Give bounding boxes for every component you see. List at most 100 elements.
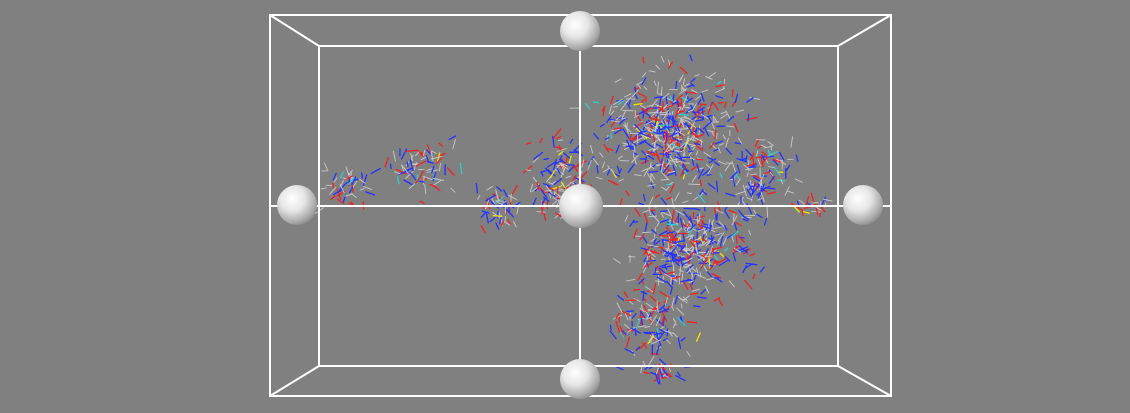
handle-sphere-top[interactable]: [560, 11, 600, 51]
bond-segment: [638, 202, 645, 206]
bond-segment: [549, 170, 555, 179]
bond-segment: [489, 216, 496, 223]
bond-segment: [700, 138, 703, 148]
bond-segment: [716, 240, 721, 245]
bond-segment: [649, 250, 660, 255]
bond-segment: [682, 139, 690, 151]
bond-segment: [508, 194, 517, 200]
bond-segment: [686, 192, 692, 194]
bond-segment: [680, 337, 686, 342]
bond-segment: [683, 264, 692, 269]
bond-segment: [700, 225, 710, 229]
bond-segment: [643, 257, 647, 262]
bond-segment: [700, 237, 707, 242]
bond-segment: [726, 125, 735, 128]
bond-segment: [635, 127, 641, 133]
bond-segment: [561, 164, 569, 170]
bond-segment: [406, 161, 409, 167]
bond-segment: [430, 155, 443, 160]
bond-segment: [633, 103, 643, 106]
bond-segment: [754, 182, 758, 190]
bond-segment: [670, 156, 677, 167]
bond-segment: [533, 151, 544, 160]
bond-segment: [629, 219, 635, 227]
bond-segment: [422, 175, 433, 181]
bond-segment: [753, 209, 757, 215]
bond-segment: [679, 66, 688, 74]
bond-segment: [756, 150, 759, 157]
bond-segment: [685, 251, 695, 261]
bond-segment: [755, 139, 766, 141]
bond-segment: [553, 178, 563, 186]
bond-segment: [675, 209, 685, 216]
bond-segment: [640, 317, 644, 326]
bond-segment: [741, 248, 749, 253]
bond-segment: [658, 328, 666, 334]
bond-segment: [776, 158, 787, 165]
bond-segment: [664, 162, 670, 170]
bond-segment: [677, 337, 682, 349]
bond-segment: [689, 156, 695, 161]
bond-segment: [432, 172, 437, 182]
bond-segment: [657, 111, 668, 114]
bond-segment: [632, 288, 641, 291]
bond-segment: [761, 185, 771, 191]
bond-segment: [676, 110, 683, 116]
bond-segment: [699, 179, 702, 187]
bond-segment: [709, 245, 714, 256]
bond-segment: [634, 114, 639, 118]
bond-segment: [766, 206, 769, 218]
bond-segment: [714, 117, 718, 124]
bond-segment: [675, 150, 683, 160]
bond-segment: [639, 132, 652, 138]
bond-segment: [592, 101, 600, 104]
handle-sphere-center[interactable]: [559, 184, 603, 228]
bond-segment: [699, 237, 704, 244]
bond-segment: [743, 215, 750, 221]
bond-segment: [702, 167, 712, 176]
bond-segment: [623, 324, 630, 329]
bond-segment: [742, 248, 751, 255]
bond-segment: [660, 163, 667, 167]
handle-sphere-bottom[interactable]: [560, 359, 600, 399]
bond-segment: [540, 171, 544, 177]
bond-segment: [560, 182, 564, 187]
bond-segment: [760, 144, 766, 148]
bond-segment: [536, 211, 546, 213]
bond-segment: [608, 118, 617, 121]
bond-segment: [713, 259, 720, 263]
bond-segment: [660, 56, 665, 63]
bond-segment: [370, 167, 381, 175]
bond-segment: [668, 132, 678, 138]
handle-sphere-right[interactable]: [843, 185, 883, 225]
bond-segment: [694, 119, 704, 122]
bond-segment: [680, 119, 685, 128]
bond-segment: [669, 136, 678, 145]
bond-segment: [658, 127, 666, 131]
bond-segment: [647, 259, 657, 262]
bond-segment: [669, 184, 675, 194]
bond-segment: [606, 147, 614, 152]
bond-segment: [647, 155, 655, 160]
bond-segment: [682, 77, 686, 86]
bond-segment: [706, 173, 712, 176]
bond-segment: [725, 162, 733, 164]
bond-segment: [654, 194, 661, 199]
bond-segment: [561, 151, 571, 160]
bond-segment: [642, 342, 648, 349]
bond-segment: [760, 156, 764, 168]
bond-segment: [823, 198, 833, 202]
bond-segment: [795, 154, 799, 162]
bond-segment: [485, 200, 489, 210]
bond-segment: [798, 199, 805, 205]
bond-segment: [652, 131, 662, 136]
bond-segment: [761, 154, 765, 161]
bond-segment: [621, 110, 626, 120]
handle-sphere-left[interactable]: [277, 185, 317, 225]
bond-segment: [685, 234, 693, 239]
bond-segment: [709, 240, 713, 246]
bond-segment: [610, 133, 613, 139]
bond-segment: [732, 212, 735, 221]
bond-segment: [446, 167, 455, 176]
